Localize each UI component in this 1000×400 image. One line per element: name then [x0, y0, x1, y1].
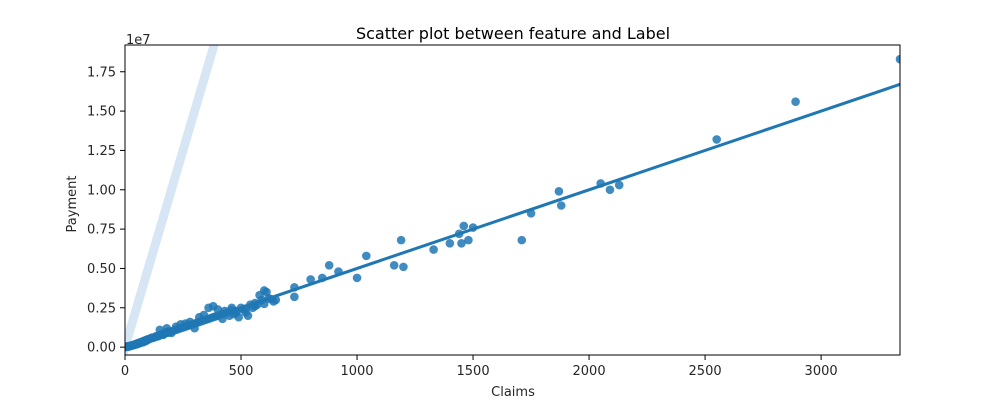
data-point	[554, 187, 564, 196]
data-point	[445, 238, 455, 248]
y-tick-label: 0.50	[87, 262, 116, 277]
data-point	[791, 97, 800, 106]
data-point	[243, 311, 253, 320]
data-point	[199, 310, 209, 320]
data-point	[155, 325, 165, 335]
data-point	[464, 235, 473, 245]
y-tick-label: 1.50	[87, 105, 116, 120]
data-point	[556, 201, 566, 210]
y-tick-label: 0.00	[87, 341, 116, 356]
data-point	[712, 135, 721, 144]
x-tick-label: 3000	[805, 364, 838, 379]
x-tick-label: 1000	[340, 364, 373, 379]
x-tick-label: 2000	[573, 364, 606, 379]
y-tick-label: 0.25	[87, 301, 116, 316]
data-point	[362, 251, 371, 261]
data-point	[352, 273, 362, 283]
y-axis-title: Payment	[65, 176, 80, 233]
x-tick-label: 0	[121, 364, 129, 379]
x-tick-label: 2500	[689, 364, 722, 379]
data-point	[324, 261, 334, 270]
data-point	[306, 275, 315, 284]
data-point	[389, 261, 399, 270]
x-tick-label: 1500	[457, 364, 490, 379]
plot-frame	[124, 44, 901, 356]
y-offset-label: 1e7	[126, 33, 151, 48]
data-point	[399, 262, 408, 272]
data-point	[517, 235, 527, 245]
data-point	[614, 180, 624, 190]
data-point	[429, 245, 438, 254]
data-point	[457, 238, 466, 248]
y-tick-label: 1.25	[87, 144, 116, 159]
data-point	[190, 323, 199, 333]
x-axis-title: Claims	[491, 385, 535, 400]
data-point	[605, 185, 615, 195]
y-tick-label: 0.75	[87, 223, 116, 238]
data-point	[290, 292, 299, 302]
x-tick-label: 500	[229, 364, 254, 379]
y-tick-label: 1.75	[87, 65, 116, 80]
data-point	[895, 54, 900, 64]
chart-title: Scatter plot between feature and Label	[356, 24, 670, 43]
confidence-band	[125, 45, 219, 355]
data-point	[459, 221, 469, 231]
regression-line	[125, 82, 900, 349]
data-point	[396, 235, 406, 245]
y-tick-label: 1.00	[87, 183, 116, 198]
